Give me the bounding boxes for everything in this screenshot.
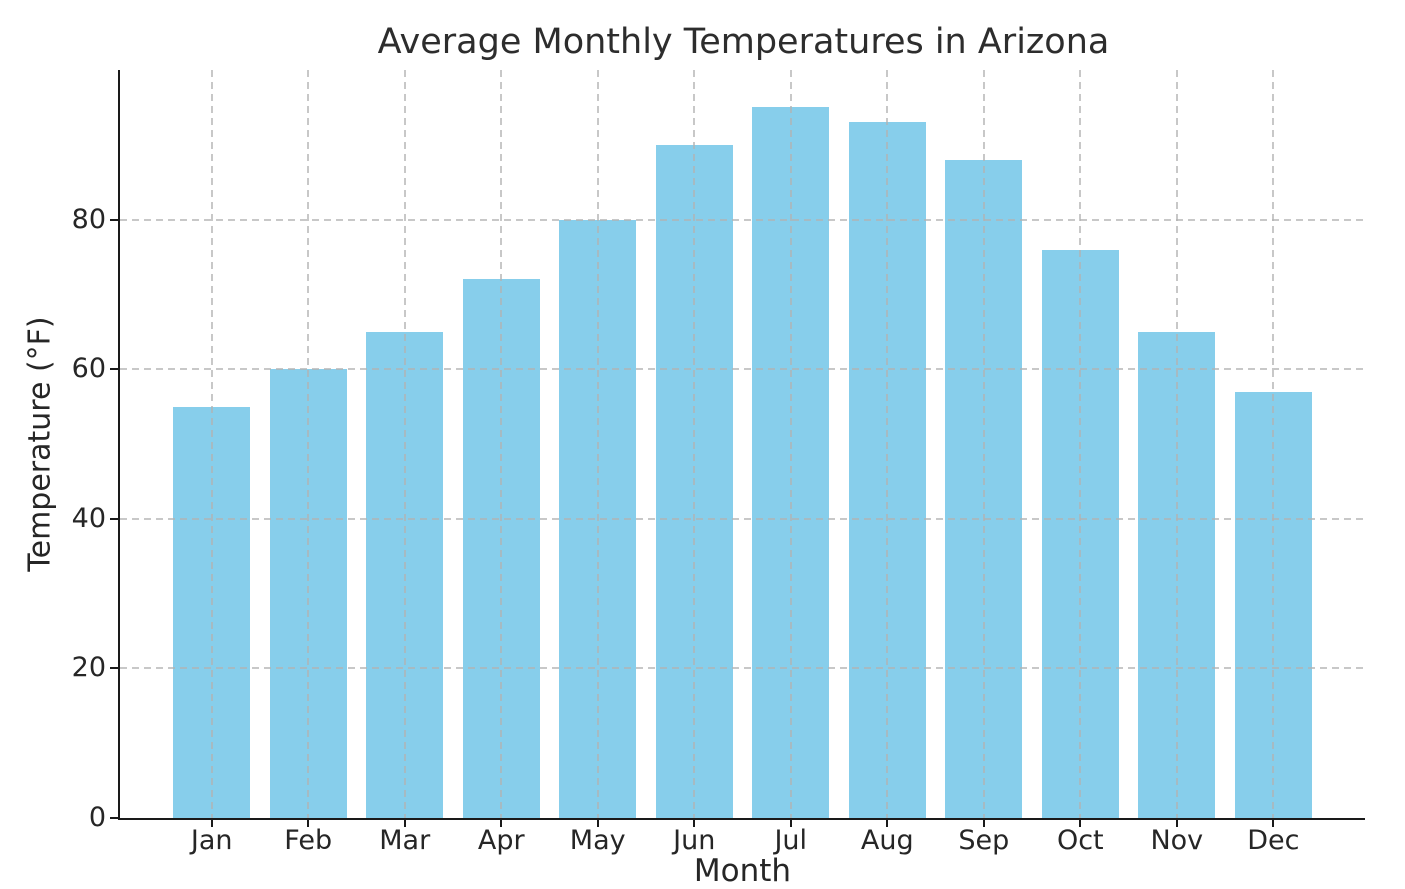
- x-tick-mark: [210, 820, 213, 827]
- bar-oct: [1041, 249, 1119, 818]
- x-tick-mark: [1079, 820, 1082, 827]
- x-tick-mark: [500, 820, 503, 827]
- y-tick-mark: [110, 817, 118, 819]
- x-tick-label: Jul: [774, 825, 808, 856]
- x-tick-label: Aug: [860, 825, 914, 856]
- x-tick-label: Apr: [477, 825, 525, 856]
- bars-layer: [120, 70, 1365, 818]
- y-tick-label: 60: [71, 353, 106, 385]
- bar-dec: [1234, 391, 1312, 818]
- y-tick-mark: [110, 517, 118, 520]
- bar-mar: [366, 331, 444, 818]
- bar-jul: [752, 107, 830, 818]
- x-axis-label: Month: [693, 853, 792, 889]
- x-tick-label: Mar: [379, 825, 431, 856]
- bar-jun: [655, 144, 733, 818]
- y-tick-label: 20: [71, 652, 106, 684]
- x-tick-mark: [982, 820, 985, 827]
- y-tick-mark: [110, 218, 118, 221]
- x-tick-label: Jan: [190, 825, 233, 856]
- x-tick-mark: [886, 820, 889, 827]
- x-tick-mark: [596, 820, 599, 827]
- bar-sep: [945, 159, 1023, 818]
- x-tick-mark: [693, 820, 696, 827]
- y-tick-label: 0: [88, 802, 106, 833]
- x-tick-mark: [307, 820, 310, 827]
- x-tick-label: Feb: [284, 825, 333, 856]
- y-tick-mark: [110, 368, 118, 371]
- y-tick-label: 80: [71, 203, 106, 235]
- x-tick-mark: [1175, 820, 1178, 827]
- chart-title: Average Monthly Temperatures in Arizona: [377, 22, 1110, 62]
- x-tick-mark: [1272, 820, 1275, 827]
- x-tick-label: Jun: [673, 825, 716, 856]
- x-tick-label: Sep: [958, 825, 1010, 856]
- bar-aug: [848, 122, 926, 818]
- bar-jan: [173, 406, 251, 818]
- plot-area: [118, 70, 1365, 820]
- x-tick-label: Oct: [1056, 825, 1104, 856]
- y-tick-mark: [110, 667, 118, 670]
- y-tick-label: 40: [71, 502, 106, 534]
- x-tick-mark: [403, 820, 406, 827]
- bar-feb: [269, 369, 347, 818]
- bar-nov: [1138, 331, 1216, 818]
- x-tick-mark: [789, 820, 792, 827]
- bar-may: [559, 219, 637, 818]
- x-tick-label: Nov: [1150, 825, 1204, 856]
- bar-apr: [462, 279, 540, 818]
- x-tick-label: Dec: [1247, 825, 1300, 856]
- x-tick-label: May: [569, 825, 626, 856]
